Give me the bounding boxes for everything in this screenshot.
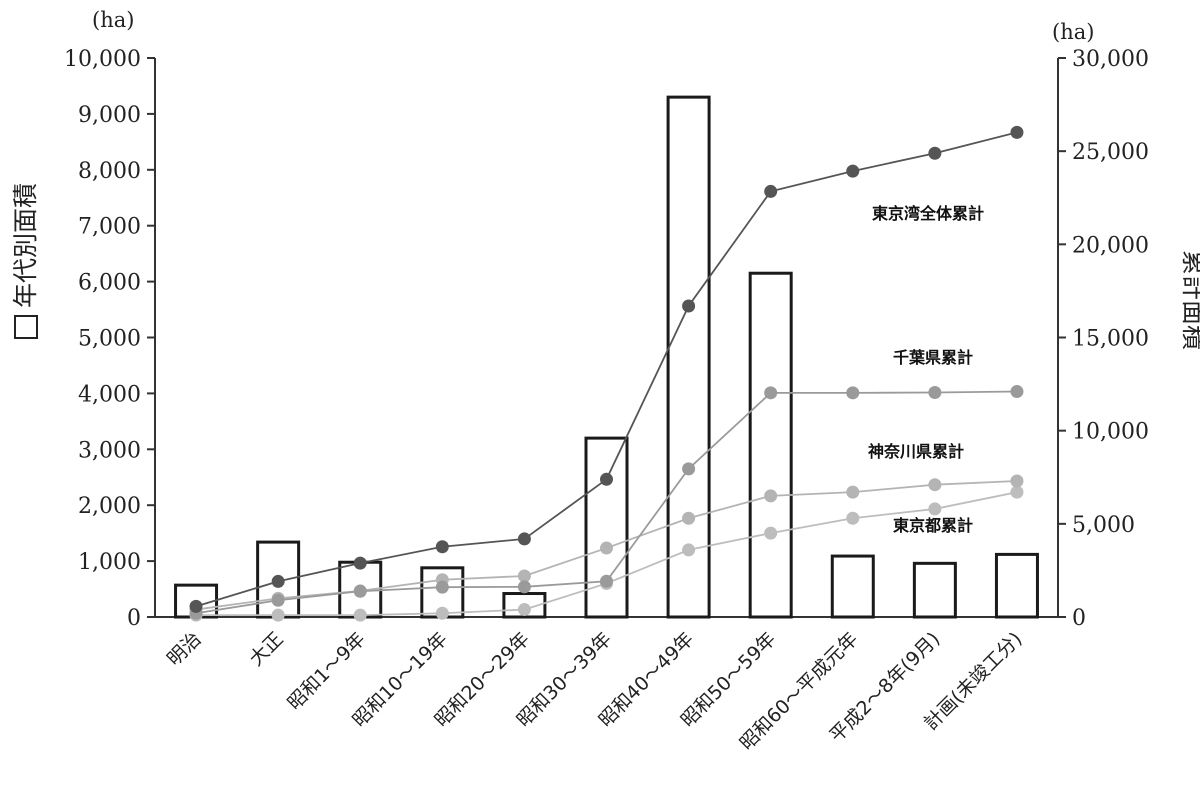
bar-6 — [666, 95, 711, 619]
right-tick-label: 5,000 — [1072, 513, 1135, 538]
series-0-point — [517, 532, 531, 546]
series-2-point — [928, 478, 942, 492]
series-0-point — [353, 556, 367, 570]
series-1-point — [271, 593, 285, 607]
series-0-point — [600, 472, 613, 486]
series-3-point — [928, 502, 942, 516]
right-tick-label: 20,000 — [1072, 233, 1149, 258]
right-tick-label: 0 — [1072, 606, 1086, 631]
series-0-point — [764, 184, 778, 198]
series-3-point — [764, 526, 778, 540]
left-tick-label: 10,000 — [64, 47, 141, 72]
category-label: 明治 — [163, 628, 205, 670]
left-axis-title: 年代別面積 — [11, 183, 40, 308]
left-tick-label: 6,000 — [78, 271, 141, 296]
series-0-point — [435, 540, 449, 554]
series-label-tokyo-bay: 東京湾全体累計 — [872, 204, 984, 223]
series-1-point — [600, 574, 613, 588]
series-3-point — [846, 511, 860, 525]
series-0-point — [271, 574, 285, 588]
series-3-point — [435, 606, 449, 620]
right-tick-label: 25,000 — [1072, 140, 1149, 165]
left-ticks: 0 1,000 2,000 3,000 4,000 5,000 6,000 7,000 8,00… — [64, 47, 155, 631]
series-1-point — [435, 580, 449, 594]
series-0-point — [1010, 125, 1024, 139]
category-label: 大正 — [245, 628, 287, 670]
right-tick-label: 10,000 — [1072, 420, 1149, 445]
category-labels: 明治 大正昭和1～9年昭和10～19年昭和20～29年昭和30～39年昭和40～4… — [163, 628, 1026, 755]
series-1-point — [517, 580, 531, 594]
left-tick-label: 1,000 — [78, 550, 141, 575]
series-2-point — [1010, 474, 1024, 488]
series-3-point — [353, 608, 367, 622]
bar-legend-box — [14, 315, 38, 339]
series-1-point — [682, 462, 696, 476]
category-label: 昭和1～9年 — [283, 628, 369, 714]
series-2-point — [682, 511, 696, 525]
left-tick-label: 3,000 — [78, 438, 141, 463]
right-axis-unit: (ha) — [1052, 20, 1094, 44]
series-1-point — [1010, 385, 1024, 399]
left-tick-label: 0 — [127, 606, 141, 631]
series-1-point — [764, 386, 778, 400]
bar-9 — [912, 561, 957, 619]
left-axis-title-group: 年代別面積 — [11, 183, 40, 339]
bar-8 — [830, 554, 875, 619]
series-3-point — [1010, 485, 1024, 499]
left-tick-label: 4,000 — [78, 382, 141, 407]
series-0-point — [846, 164, 860, 178]
series-1-point — [353, 584, 367, 598]
right-ticks: 0 5,000 10,000 15,000 20,000 25,000 30,000 — [1058, 47, 1149, 631]
series-0-point — [682, 299, 696, 313]
series-3-point — [271, 608, 285, 622]
series-2-point — [846, 485, 860, 499]
left-tick-label: 7,000 — [78, 215, 141, 240]
right-axis-title: 累計面積 — [1179, 250, 1200, 350]
left-tick-label: 2,000 — [78, 494, 141, 519]
series-lines — [189, 125, 1024, 622]
series-2-point — [600, 541, 613, 555]
series-0-point — [928, 146, 942, 160]
series-label-chiba: 千葉県累計 — [893, 348, 973, 367]
series-0-point — [189, 599, 203, 613]
series-3-point — [517, 603, 531, 617]
series-2-point — [764, 489, 778, 503]
series-3-point — [682, 543, 696, 557]
left-axis-unit: (ha) — [92, 8, 134, 32]
bar-7 — [748, 271, 793, 619]
series-1-point — [928, 385, 942, 399]
series-1-point — [846, 386, 860, 400]
series-2-point — [517, 569, 531, 583]
right-tick-label: 15,000 — [1072, 327, 1149, 352]
left-tick-label: 8,000 — [78, 159, 141, 184]
series-label-tokyo: 東京都累計 — [893, 516, 973, 535]
bar-5 — [584, 436, 629, 619]
bar-10 — [994, 552, 1039, 619]
series-label-kanagawa: 神奈川県累計 — [868, 442, 964, 461]
right-tick-label: 30,000 — [1072, 47, 1149, 72]
left-tick-label: 9,000 — [78, 103, 141, 128]
left-tick-label: 5,000 — [78, 327, 141, 352]
